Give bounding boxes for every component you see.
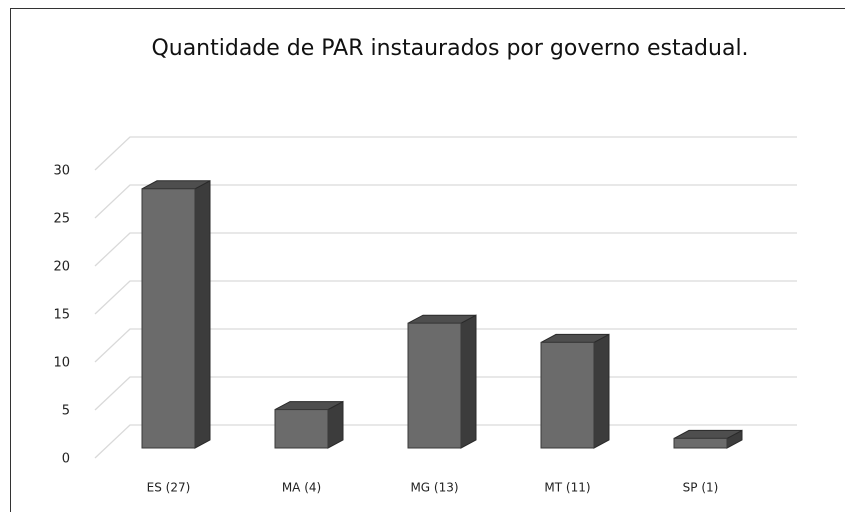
bar bbox=[141, 188, 196, 449]
bar bbox=[407, 322, 462, 449]
y-tick-label: 0 bbox=[62, 452, 70, 467]
grid-line bbox=[94, 136, 797, 171]
bar-side bbox=[194, 179, 211, 449]
bar bbox=[274, 409, 329, 449]
x-tick-label: SP (1) bbox=[683, 481, 719, 495]
chart-title: Quantidade de PAR instaurados por govern… bbox=[151, 36, 749, 61]
chart-frame bbox=[10, 8, 845, 512]
bar-side bbox=[593, 333, 610, 449]
y-tick-label: 10 bbox=[53, 356, 70, 371]
y-tick-label: 15 bbox=[53, 308, 70, 323]
bar bbox=[540, 341, 595, 449]
y-tick-label: 30 bbox=[53, 164, 70, 179]
x-tick-label: ES (27) bbox=[147, 481, 191, 495]
grid-line bbox=[94, 232, 797, 267]
y-tick-label: 5 bbox=[62, 404, 70, 419]
grid-line bbox=[94, 328, 797, 363]
x-tick-label: MA (4) bbox=[282, 481, 321, 495]
y-tick-label: 25 bbox=[53, 212, 70, 227]
bar-side bbox=[460, 314, 477, 449]
y-tick-label: 20 bbox=[53, 260, 70, 275]
grid-line bbox=[94, 184, 797, 219]
grid-line bbox=[94, 280, 797, 315]
x-tick-label: MT (11) bbox=[544, 481, 590, 495]
bar bbox=[673, 437, 728, 449]
x-tick-label: MG (13) bbox=[410, 481, 458, 495]
